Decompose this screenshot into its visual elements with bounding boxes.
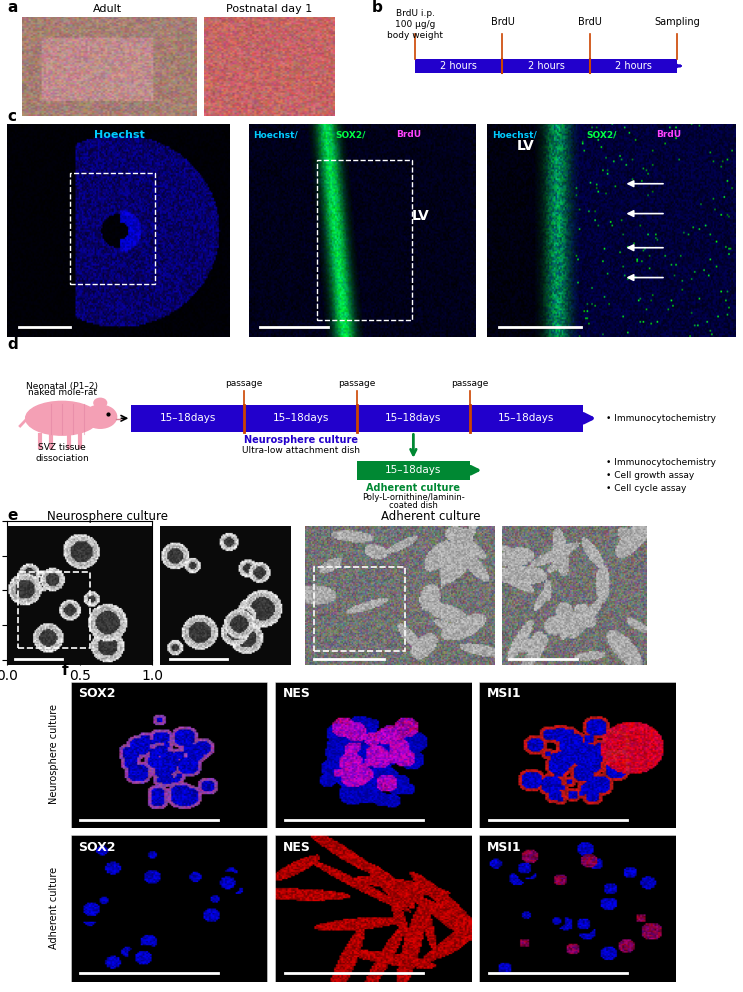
Text: 15–18days: 15–18days bbox=[385, 414, 441, 424]
Text: c: c bbox=[7, 109, 16, 124]
Text: BrdU: BrdU bbox=[396, 130, 421, 140]
Text: b: b bbox=[372, 0, 383, 15]
Text: Neonatal (P1–2): Neonatal (P1–2) bbox=[26, 382, 98, 391]
Bar bbox=[132, 405, 244, 432]
Text: LV: LV bbox=[516, 139, 534, 153]
Text: Adherent culture: Adherent culture bbox=[366, 483, 461, 493]
Text: Hoechst: Hoechst bbox=[94, 130, 144, 141]
Text: passage: passage bbox=[451, 379, 488, 388]
Text: a: a bbox=[7, 0, 18, 15]
Bar bbox=[502, 59, 590, 73]
Text: SVZ tissue: SVZ tissue bbox=[38, 443, 86, 452]
Text: 15–18days: 15–18days bbox=[385, 465, 441, 475]
Text: dissociation: dissociation bbox=[35, 454, 89, 463]
Text: Poly-L-ornithine/laminin-: Poly-L-ornithine/laminin- bbox=[362, 493, 464, 502]
Text: MSI1: MSI1 bbox=[487, 687, 522, 700]
Bar bbox=[70, 173, 155, 284]
Text: 15–18days: 15–18days bbox=[273, 414, 328, 424]
Text: • Immunocytochemistry: • Immunocytochemistry bbox=[606, 414, 716, 423]
Text: Neurosphere culture: Neurosphere culture bbox=[49, 704, 59, 804]
Text: MSI1: MSI1 bbox=[487, 841, 522, 854]
Text: • Cell growth assay: • Cell growth assay bbox=[606, 471, 695, 480]
Text: • Immunocytochemistry: • Immunocytochemistry bbox=[606, 458, 716, 467]
Bar bbox=[244, 405, 357, 432]
Bar bbox=[470, 405, 583, 432]
Ellipse shape bbox=[84, 405, 117, 429]
Text: Adherent culture: Adherent culture bbox=[381, 510, 481, 523]
Text: 15–18days: 15–18days bbox=[160, 414, 215, 424]
Text: e: e bbox=[7, 508, 18, 523]
Text: NES: NES bbox=[283, 687, 311, 700]
Bar bbox=[590, 59, 677, 73]
Bar bbox=[415, 59, 502, 73]
Text: SOX2: SOX2 bbox=[79, 841, 116, 854]
Text: passage: passage bbox=[225, 379, 263, 388]
Text: Adult: Adult bbox=[93, 4, 123, 14]
Text: BrdU: BrdU bbox=[578, 17, 602, 27]
Text: NES: NES bbox=[283, 841, 311, 854]
Ellipse shape bbox=[94, 399, 107, 408]
Text: BrdU: BrdU bbox=[656, 130, 681, 140]
Text: 15–18days: 15–18days bbox=[498, 414, 554, 424]
Text: Postnatal day 1: Postnatal day 1 bbox=[226, 4, 312, 14]
Text: passage: passage bbox=[338, 379, 376, 388]
Bar bbox=[357, 405, 470, 432]
Text: Neurosphere culture: Neurosphere culture bbox=[244, 435, 357, 445]
Text: Neurosphere culture: Neurosphere culture bbox=[48, 510, 168, 523]
Text: naked mole-rat: naked mole-rat bbox=[27, 388, 97, 397]
Bar bbox=[357, 460, 470, 480]
Bar bbox=[18, 571, 90, 648]
Text: Ultra-low attachment dish: Ultra-low attachment dish bbox=[241, 446, 360, 455]
Text: SOX2/: SOX2/ bbox=[586, 130, 617, 140]
Text: BrdU i.p.
100 μg/g
body weight: BrdU i.p. 100 μg/g body weight bbox=[387, 9, 443, 41]
Bar bbox=[314, 567, 405, 651]
Text: d: d bbox=[7, 337, 18, 352]
Text: SOX2/: SOX2/ bbox=[335, 130, 366, 140]
Text: coated dish: coated dish bbox=[389, 501, 438, 510]
Text: Hoechst/: Hoechst/ bbox=[253, 130, 298, 140]
Text: Sampling: Sampling bbox=[654, 17, 700, 27]
Text: f: f bbox=[62, 663, 68, 678]
Text: LV: LV bbox=[412, 209, 429, 223]
Text: • Cell cycle assay: • Cell cycle assay bbox=[606, 484, 687, 493]
Text: Adherent culture: Adherent culture bbox=[49, 867, 59, 948]
Bar bbox=[317, 161, 412, 320]
Text: 2 hours: 2 hours bbox=[441, 61, 477, 71]
Ellipse shape bbox=[25, 402, 98, 435]
Text: BrdU: BrdU bbox=[490, 17, 514, 27]
Text: 2 hours: 2 hours bbox=[615, 61, 652, 71]
Text: SOX2: SOX2 bbox=[79, 687, 116, 700]
Text: Hoechst/: Hoechst/ bbox=[492, 130, 536, 140]
Text: 2 hours: 2 hours bbox=[528, 61, 565, 71]
